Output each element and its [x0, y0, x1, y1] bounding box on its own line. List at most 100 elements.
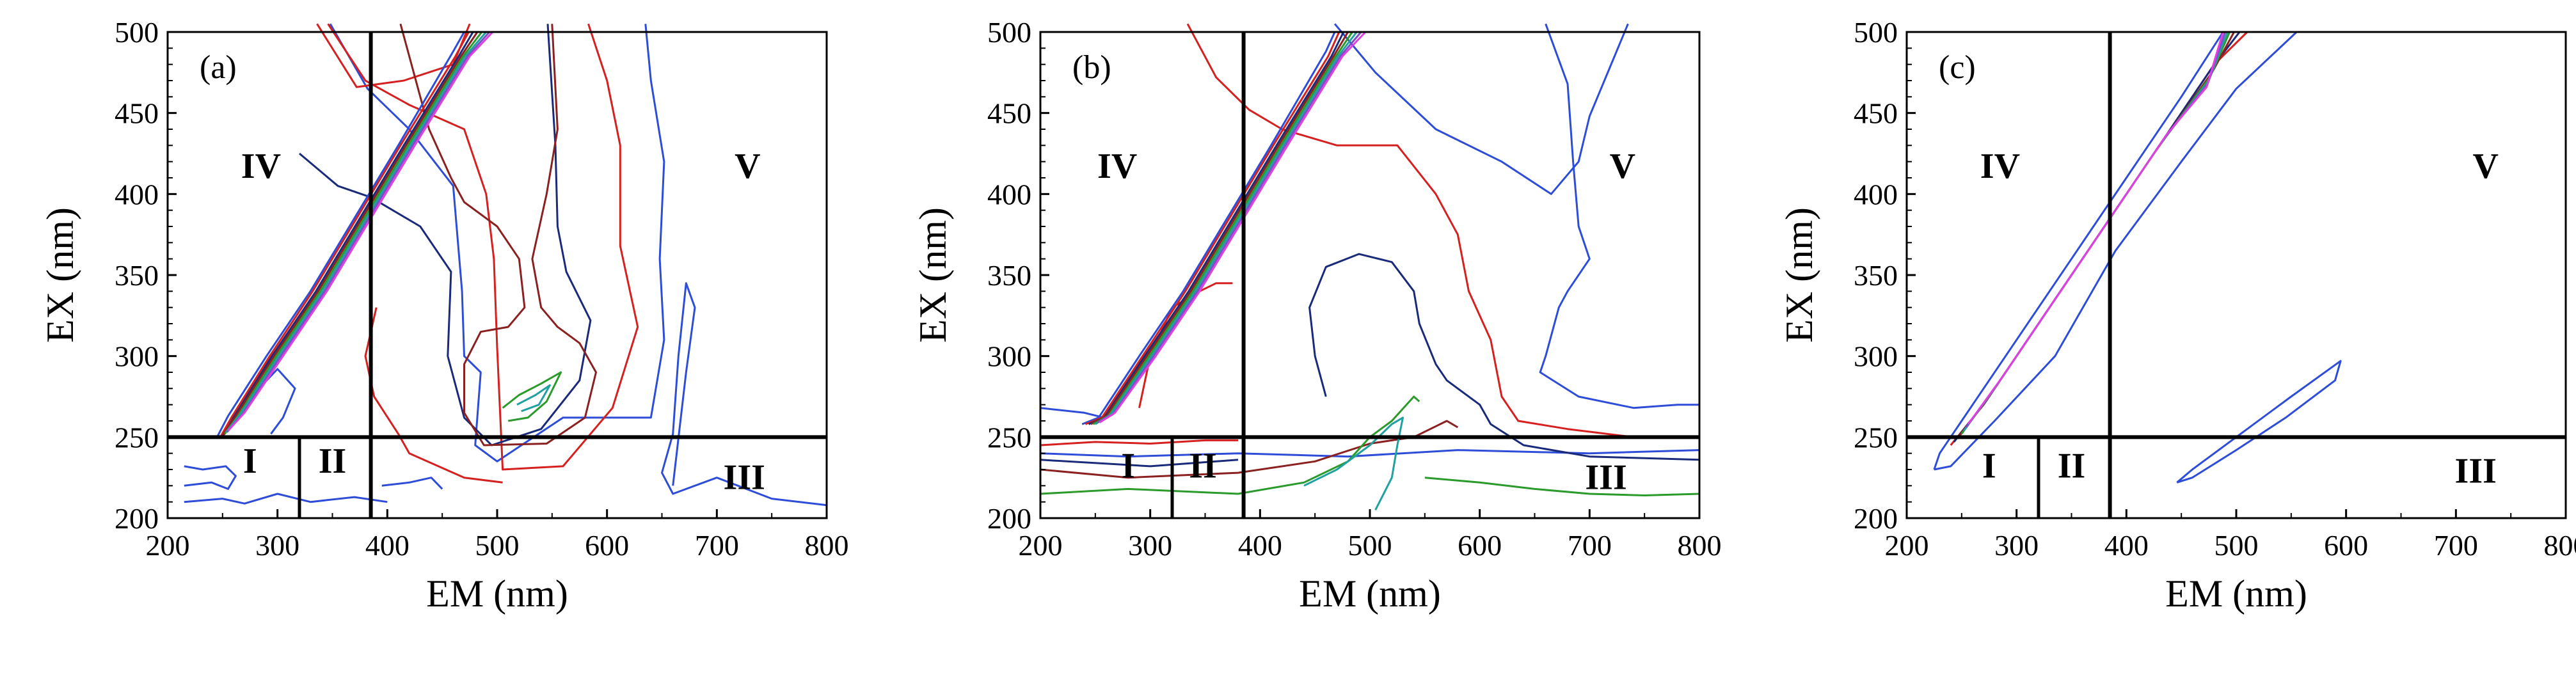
contour-line [1081, 31, 1336, 425]
region-label-v: V [1610, 146, 1635, 186]
contour-line [1085, 31, 1340, 425]
y-tick-label: 200 [115, 502, 159, 535]
x-tick-label: 600 [1458, 529, 1502, 562]
contour-line [1040, 420, 1459, 479]
contour-line [1097, 31, 1362, 423]
x-tick-label: 400 [1238, 529, 1282, 562]
y-tick-label: 250 [987, 421, 1031, 454]
y-tick-label: 300 [115, 340, 159, 373]
contour-line [1539, 23, 1699, 409]
y-tick-label: 300 [987, 340, 1031, 373]
contour-line [364, 307, 503, 484]
y-tick-label: 350 [987, 259, 1031, 292]
panel-b: 200 300 400 500 600 700 800 200 250 300 350 400 450 5… [912, 16, 1722, 615]
contour-line [1303, 416, 1404, 510]
contour-line [1960, 31, 2231, 435]
contour-line [399, 23, 597, 446]
region-label-i: I [1121, 446, 1135, 486]
x-tick-label: 300 [1128, 529, 1172, 562]
region-label-iii: III [2455, 451, 2497, 491]
contour-line [221, 31, 474, 438]
region-label-iv: IV [1980, 146, 2020, 186]
panel-label: (a) [200, 49, 237, 86]
region-label-i: I [243, 441, 257, 481]
plot-frame [1905, 31, 2567, 519]
y-axis-label: EX (nm) [912, 207, 954, 343]
y-tick-label: 200 [987, 502, 1031, 535]
contour-line [1040, 449, 1700, 458]
panel-c: 200 300 400 500 600 700 800 200 250 300 350 400 450 5… [1778, 16, 2576, 615]
y-tick-label: 400 [1854, 178, 1898, 210]
y-tick-label: 400 [987, 178, 1031, 210]
region-label-ii: II [2058, 446, 2086, 486]
x-tick-label: 800 [2544, 529, 2576, 562]
panel-label: (c) [1939, 49, 1976, 86]
x-tick-label: 500 [475, 529, 520, 562]
region-label-v: V [735, 146, 760, 186]
y-tick-label: 350 [115, 259, 159, 292]
region-label-i: I [1982, 446, 1996, 486]
region-label-iv: IV [241, 146, 281, 186]
contour-line [1186, 23, 1699, 438]
x-tick-label: 800 [1678, 529, 1722, 562]
contour-line [184, 493, 388, 505]
x-tick-label: 200 [146, 529, 190, 562]
y-tick-label: 250 [1854, 421, 1898, 454]
y-tick-label: 400 [115, 178, 159, 210]
y-tick-label: 500 [987, 16, 1031, 49]
contour-line [1934, 31, 2298, 471]
region-label-ii: II [1189, 446, 1217, 486]
y-tick-label: 450 [115, 97, 159, 130]
contour-line [1099, 31, 1367, 423]
contour-line [329, 23, 665, 462]
contour-line [219, 31, 470, 438]
contour-line [661, 282, 827, 507]
contour-line [2176, 359, 2342, 484]
contour-line [1333, 23, 1629, 195]
x-tick-label: 400 [2104, 529, 2149, 562]
contour-line [1040, 439, 1238, 446]
contour-line [221, 31, 479, 436]
x-tick-label: 600 [2324, 529, 2368, 562]
x-tick-label: 700 [695, 529, 739, 562]
contour-line [1092, 31, 1353, 425]
contour-line [1424, 477, 1700, 496]
contour-line [1094, 31, 1358, 425]
x-axis-label: EM (nm) [1299, 572, 1441, 615]
contour-line [1965, 31, 2227, 428]
contour-line [1956, 31, 2235, 439]
contour-line [516, 384, 551, 413]
contour-line [227, 31, 494, 432]
x-axis-label: EM (nm) [2165, 572, 2307, 615]
contour-line [502, 371, 562, 422]
contour-line [1090, 31, 1349, 425]
panel-a: 200 300 400 500 600 700 800 200 250 300 350 400 450 5… [39, 16, 849, 615]
x-tick-label: 600 [585, 529, 629, 562]
contour-line [1963, 31, 2229, 432]
contour-line [1088, 31, 1345, 425]
y-tick-label: 450 [1854, 97, 1898, 130]
x-tick-label: 700 [2434, 529, 2478, 562]
y-tick-label: 250 [115, 421, 159, 454]
region-label-v: V [2472, 146, 2498, 186]
x-tick-label: 500 [2214, 529, 2259, 562]
region-label-ii: II [319, 441, 347, 481]
contour-line [184, 465, 237, 490]
contour-line [1308, 253, 1700, 461]
y-tick-label: 300 [1854, 340, 1898, 373]
x-tick-label: 200 [1885, 529, 1929, 562]
x-tick-label: 300 [1994, 529, 2039, 562]
x-tick-label: 400 [365, 529, 409, 562]
region-label-iii: III [724, 457, 765, 497]
contour-line [226, 31, 491, 433]
contour-line [225, 31, 487, 433]
x-tick-label: 800 [805, 529, 849, 562]
x-tick-label: 700 [1568, 529, 1612, 562]
contour-line [1040, 459, 1239, 468]
contour-line [1967, 31, 2224, 425]
contour-line [1950, 31, 2248, 446]
y-tick-label: 450 [987, 97, 1031, 130]
contour-line [1040, 407, 1104, 419]
x-tick-label: 500 [1348, 529, 1392, 562]
